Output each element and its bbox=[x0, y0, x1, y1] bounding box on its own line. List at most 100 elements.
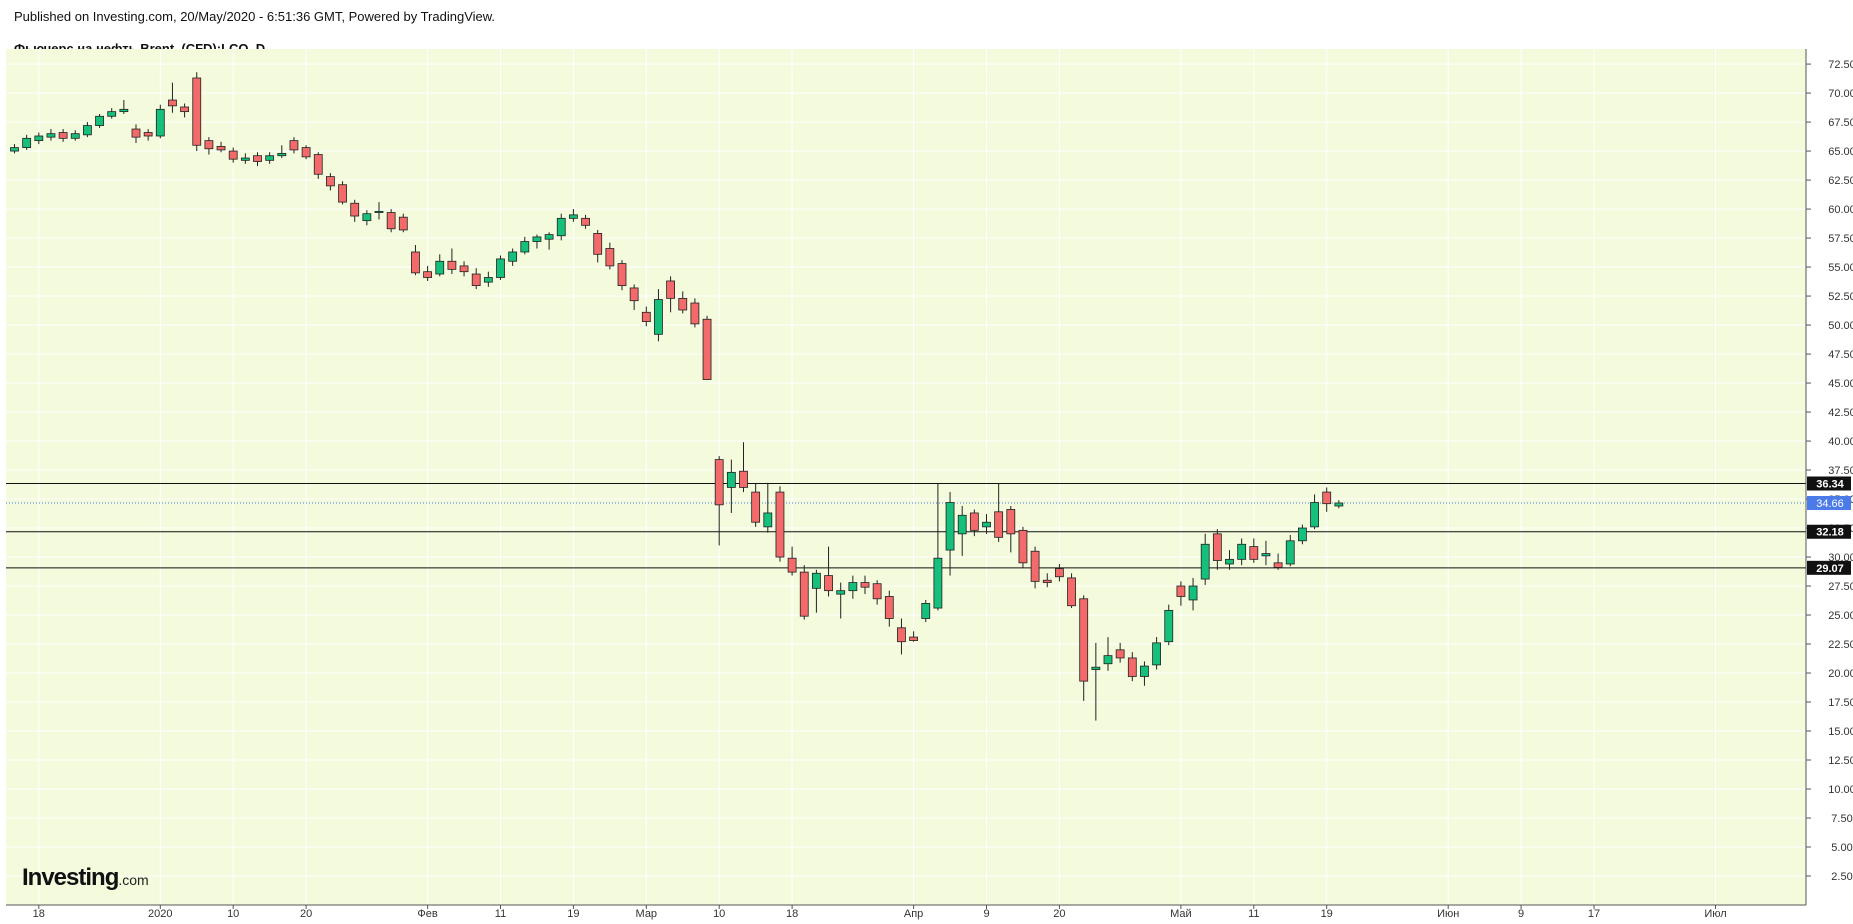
candle bbox=[119, 100, 129, 114]
candle bbox=[556, 213, 566, 241]
candle-body-up bbox=[1091, 666, 1101, 670]
candle bbox=[921, 599, 931, 622]
candle-body-down bbox=[751, 491, 761, 523]
candle-body-down bbox=[629, 287, 639, 302]
x-tick-label: 9 bbox=[983, 908, 989, 920]
candle bbox=[435, 254, 445, 277]
candle bbox=[168, 82, 177, 113]
investing-logo[interactable]: Investing.com bbox=[22, 864, 149, 892]
candle-body-up bbox=[520, 241, 530, 253]
x-tick-label: Июн bbox=[1437, 908, 1459, 920]
candle-body-down bbox=[775, 491, 785, 558]
level-labels: 36.34 32.18 29.07 34.66 bbox=[1807, 476, 1851, 575]
candle bbox=[386, 209, 396, 233]
candle-body-down bbox=[617, 263, 627, 287]
candle-body-down bbox=[301, 147, 311, 158]
candle bbox=[253, 152, 262, 167]
candle-body-down bbox=[872, 583, 882, 600]
y-tick-label: 25.00 bbox=[1828, 610, 1853, 622]
candle bbox=[1322, 487, 1332, 512]
x-tick-label: 10 bbox=[713, 908, 725, 920]
candle bbox=[544, 232, 554, 250]
x-tick-label: Июл bbox=[1704, 908, 1726, 920]
candle-body-down bbox=[459, 265, 469, 273]
y-tick-label: 60.00 bbox=[1828, 204, 1853, 216]
candle bbox=[605, 242, 615, 270]
candle-body-up bbox=[982, 521, 991, 528]
candle-body-up bbox=[277, 152, 287, 157]
candle-body-up bbox=[726, 471, 736, 488]
candle bbox=[532, 234, 542, 249]
y-tick-label: 27.50 bbox=[1828, 581, 1853, 593]
candle bbox=[1115, 642, 1125, 663]
candle bbox=[714, 456, 724, 546]
candle bbox=[520, 236, 530, 255]
candle-body-down bbox=[678, 297, 688, 311]
candle bbox=[1030, 546, 1040, 589]
published-note: Published on Investing.com, 20/May/2020 … bbox=[14, 9, 496, 24]
candle-body-down bbox=[325, 176, 335, 187]
candle-body-down bbox=[386, 212, 396, 230]
candle bbox=[1310, 494, 1319, 530]
candle-body-down bbox=[581, 217, 590, 226]
candle bbox=[872, 580, 882, 605]
candle bbox=[1152, 637, 1161, 670]
candle bbox=[1249, 538, 1259, 563]
candle-body-up bbox=[933, 557, 943, 609]
candle-body-down bbox=[1006, 509, 1016, 535]
y-tick-label: 67.50 bbox=[1828, 117, 1853, 129]
y-tick-label: 40.00 bbox=[1828, 436, 1853, 448]
candle-body-up bbox=[374, 210, 384, 213]
candle bbox=[1140, 661, 1149, 686]
level-label-bg bbox=[1807, 560, 1851, 575]
candle bbox=[338, 181, 347, 205]
time-axis[interactable]: 18 2020 10 20 Фев 11 19 Мар 10 18 Апр 9 20 Май 11 19 Июн… bbox=[6, 904, 1806, 920]
candle-body-down bbox=[739, 470, 748, 488]
candle-body-down bbox=[228, 150, 238, 160]
candle bbox=[1067, 573, 1076, 609]
candle bbox=[726, 459, 736, 513]
candle bbox=[836, 582, 846, 619]
candle-body-up bbox=[1140, 665, 1149, 677]
candle bbox=[1055, 563, 1064, 582]
candle-body-down bbox=[1249, 546, 1259, 560]
y-tick-label: 20.00 bbox=[1828, 668, 1853, 680]
candle-body-up bbox=[1310, 502, 1319, 528]
candle-body-down bbox=[313, 154, 323, 175]
candle-body-down bbox=[1115, 649, 1125, 659]
candle-body-up bbox=[1285, 540, 1295, 565]
candle bbox=[1225, 550, 1234, 570]
x-tick-label: Апр bbox=[904, 908, 923, 920]
candle bbox=[447, 248, 457, 275]
candles bbox=[10, 72, 1344, 721]
y-tick-label: 55.00 bbox=[1828, 262, 1853, 274]
candle-body-up bbox=[34, 135, 44, 142]
x-tick-label: 19 bbox=[567, 908, 579, 920]
candle bbox=[22, 134, 32, 150]
candle-body-down bbox=[1127, 657, 1137, 677]
candle-body-down bbox=[605, 248, 615, 267]
candle-body-up bbox=[945, 502, 955, 551]
candle bbox=[678, 291, 688, 314]
candle bbox=[593, 229, 603, 263]
candle-body-up bbox=[435, 260, 445, 275]
candle bbox=[1298, 524, 1307, 545]
candle-body-up bbox=[83, 125, 92, 136]
candle bbox=[192, 72, 202, 152]
y-tick-label: 7.50 bbox=[1831, 813, 1852, 825]
candle bbox=[775, 486, 785, 562]
candle bbox=[1188, 577, 1198, 611]
candle bbox=[739, 442, 748, 493]
level-label-bg bbox=[1807, 476, 1851, 491]
candle bbox=[240, 153, 250, 164]
candle-body-down bbox=[641, 311, 651, 322]
candle bbox=[569, 209, 578, 222]
candle bbox=[301, 145, 311, 160]
candle bbox=[1237, 538, 1247, 566]
candle bbox=[155, 104, 165, 139]
candle-body-up bbox=[763, 512, 773, 528]
candle-body-down bbox=[216, 146, 226, 151]
x-tick-label: 10 bbox=[227, 908, 239, 920]
y-tick-label: 65.00 bbox=[1828, 146, 1853, 158]
